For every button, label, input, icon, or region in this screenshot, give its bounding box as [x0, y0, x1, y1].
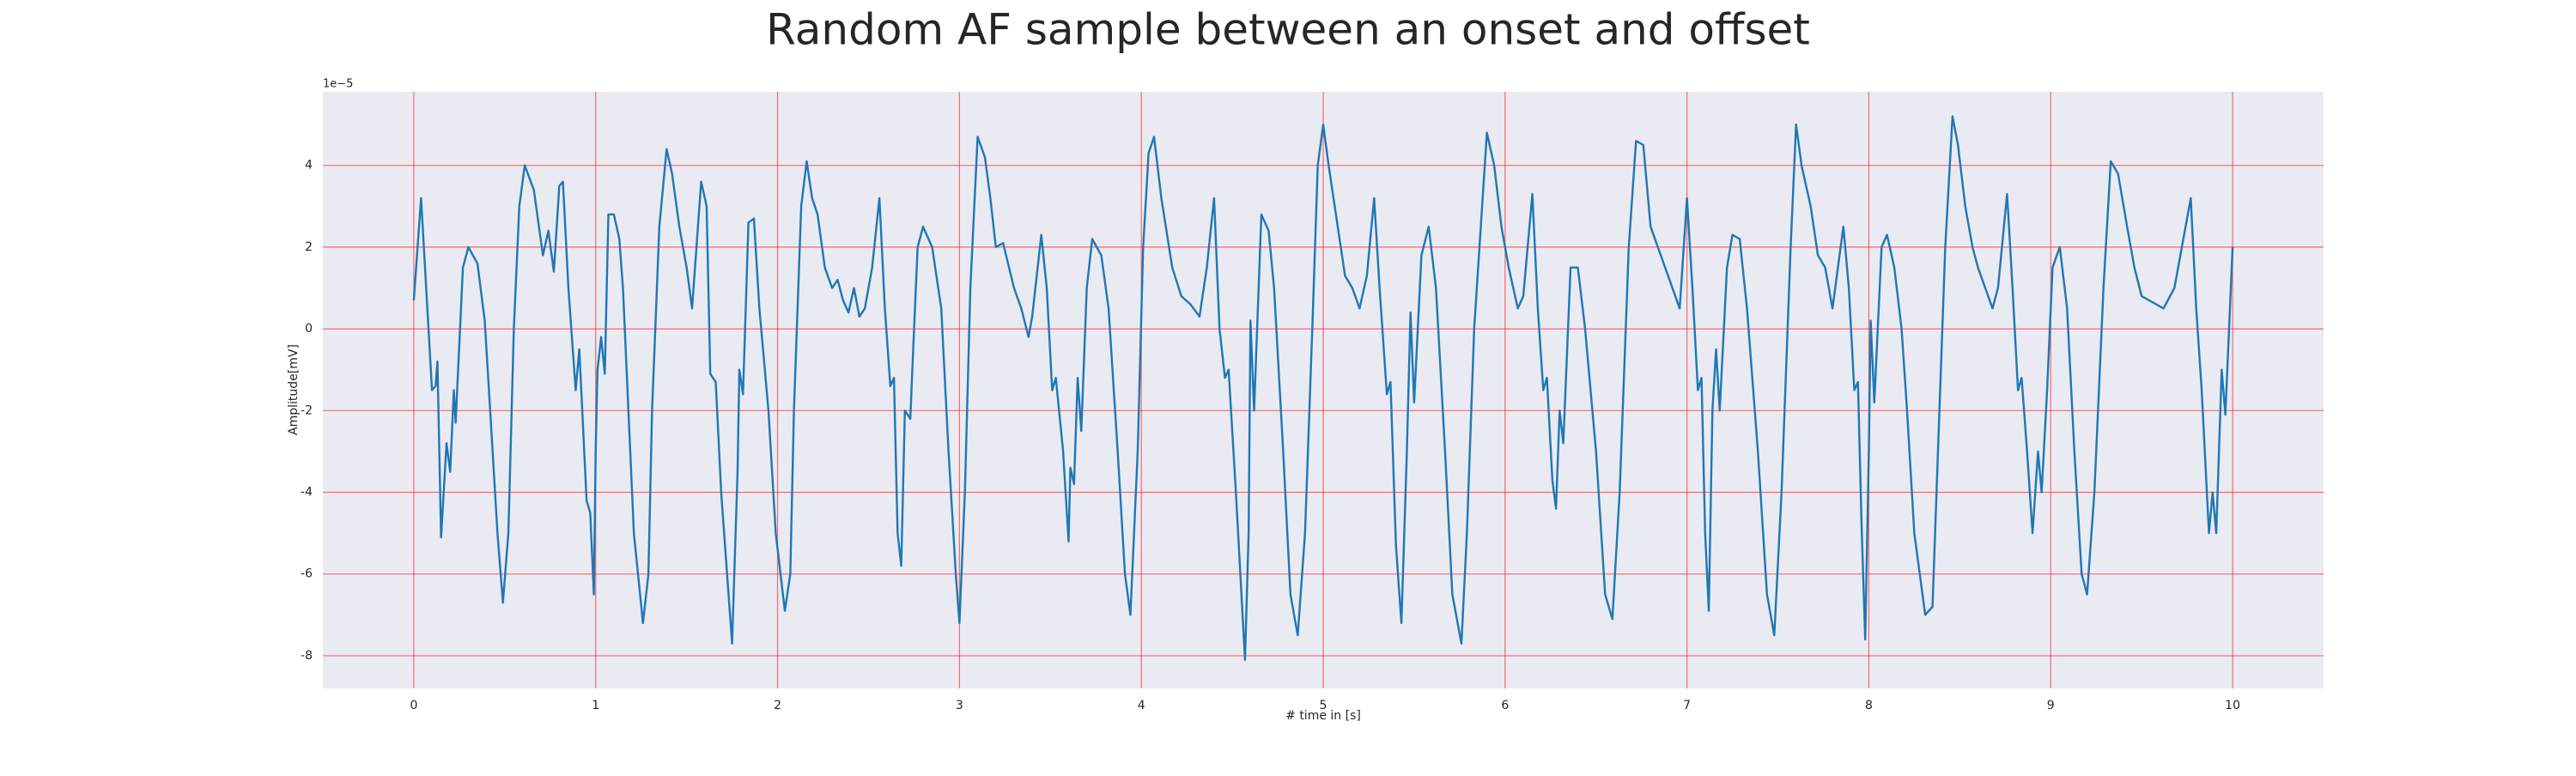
y-tick-label: 0 — [305, 322, 313, 336]
x-tick-label: 5 — [1320, 699, 1327, 712]
x-tick-label: 2 — [774, 699, 781, 712]
x-tick-label: 10 — [2225, 699, 2240, 712]
y-tick-label: 2 — [305, 240, 313, 254]
y-offset-label: 1e−5 — [323, 78, 353, 91]
y-tick-label: -6 — [301, 567, 313, 581]
x-tick-label: 8 — [1865, 699, 1873, 712]
x-axis-label: # time in [s] — [1285, 709, 1361, 723]
y-tick-label: -4 — [301, 486, 313, 500]
x-tick-label: 0 — [410, 699, 417, 712]
x-tick-label: 3 — [956, 699, 963, 712]
x-tick-label: 6 — [1501, 699, 1509, 712]
y-axis-label: Amplitude[mV] — [287, 344, 301, 435]
signal-line — [412, 115, 2234, 661]
chart-title: Random AF sample between an onset and of… — [766, 5, 1810, 55]
y-tick-label: 4 — [305, 159, 313, 173]
y-tick-label: -2 — [301, 403, 313, 417]
x-tick-label: 4 — [1138, 699, 1145, 712]
x-tick-label: 1 — [592, 699, 599, 712]
x-tick-label: 7 — [1683, 699, 1691, 712]
y-tick-label: -8 — [301, 649, 313, 663]
x-tick-label: 9 — [2047, 699, 2055, 712]
